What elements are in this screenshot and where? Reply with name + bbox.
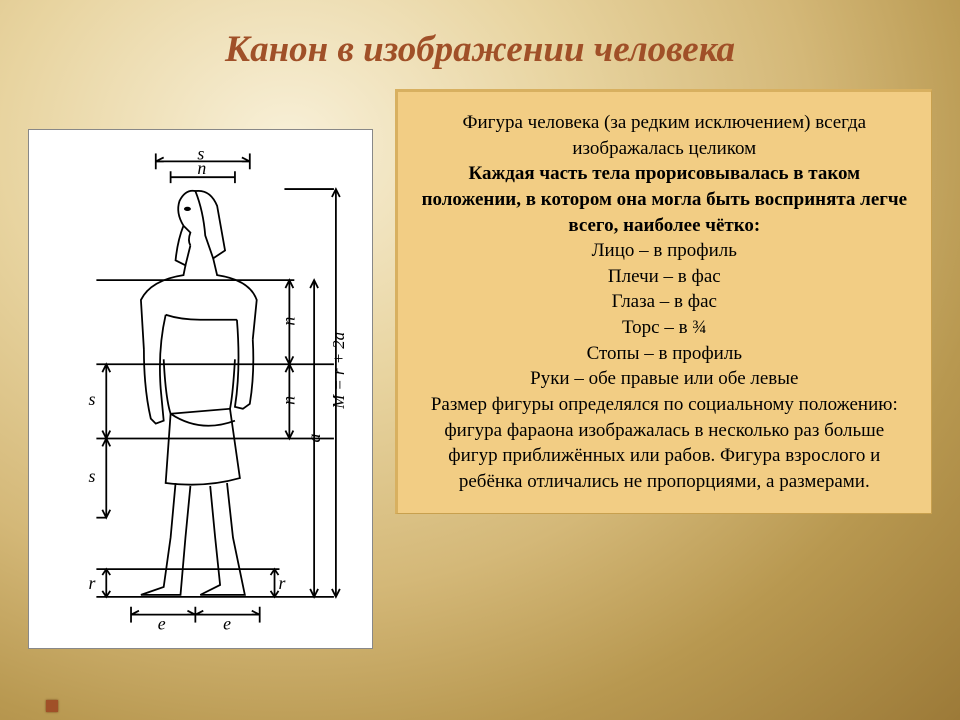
slide-title: Канон в изображении человека <box>0 0 960 89</box>
rule-heading: Каждая часть тела прорисовывалась в тако… <box>418 161 911 238</box>
description-panel: Фигура человека (за редким исключением) … <box>395 89 932 514</box>
intro-text: Фигура человека (за редким исключением) … <box>418 110 911 161</box>
rule-line: Стопы – в профиль <box>418 341 911 367</box>
rule-line: Торс – в ¾ <box>418 315 911 341</box>
conclusion-text: Размер фигуры определялся по социальному… <box>418 392 911 495</box>
label-r2: r <box>278 573 285 593</box>
rule-line: Руки – обе правые или обе левые <box>418 366 911 392</box>
rule-line: Лицо – в профиль <box>418 238 911 264</box>
label-n1: n <box>278 317 298 326</box>
label-e2: e <box>223 614 231 634</box>
rule-line: Плечи – в фас <box>418 264 911 290</box>
label-s2: s <box>88 466 95 486</box>
label-n2: n <box>278 396 298 405</box>
label-a: a <box>304 433 324 442</box>
canon-figure-diagram: s n <box>28 129 373 649</box>
label-s1: s <box>88 389 95 409</box>
rule-line: Глаза – в фас <box>418 289 911 315</box>
label-e1: e <box>158 614 166 634</box>
label-M: M = r + 2a <box>329 332 348 410</box>
label-r: r <box>88 573 95 593</box>
slide-bullet-icon <box>46 700 58 712</box>
label-n-top: n <box>197 158 206 178</box>
